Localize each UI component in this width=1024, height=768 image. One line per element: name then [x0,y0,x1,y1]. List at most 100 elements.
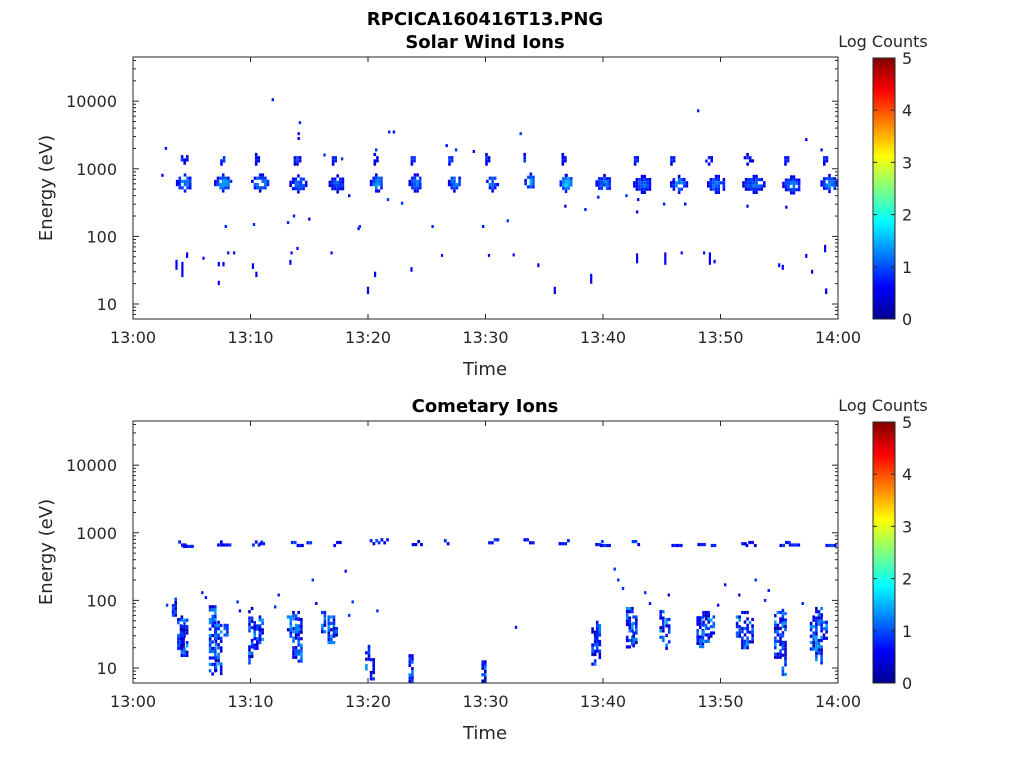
heatmap-cell [180,625,184,629]
heatmap-speckle [297,137,300,140]
heatmap-cell [699,616,702,620]
heatmap-speckle [298,121,302,125]
heatmap-cell [224,183,228,187]
heatmap-cell [559,180,563,184]
heatmap-cell [261,637,264,641]
heatmap-cell [665,633,668,638]
heatmap-cell [529,175,533,179]
heatmap-cell [704,623,708,627]
heatmap-cell [755,181,758,185]
heatmap-speckle [340,157,344,161]
heatmap-cell [722,178,726,182]
heatmap-cell [211,618,214,622]
heatmap-cell [699,622,702,626]
heatmap-cell [493,538,497,542]
heatmap-cell [631,629,634,633]
heatmap-cell [696,629,699,633]
heatmap-cell [297,183,300,188]
heatmap-speckle [754,578,757,582]
heatmap-cell [752,181,756,185]
heatmap-cell [704,626,708,631]
heatmap-cell [250,642,254,646]
heatmap-cell [784,644,787,648]
heatmap-cell [714,174,718,178]
heatmap-cell [784,612,787,616]
heatmap-cell [411,543,415,547]
heatmap-cell [300,637,303,641]
heatmap-cell [738,634,741,638]
heatmap-cell [372,667,375,671]
y-tick-label: 1000 [76,160,117,179]
heatmap-cell [226,633,229,637]
heatmap-cell [296,156,299,160]
heatmap-cell [707,156,711,160]
heatmap-cell [323,610,327,615]
heatmap-cell [675,184,678,188]
heatmap-cell [481,673,484,677]
heatmap-speckle [724,583,727,587]
heatmap-cell [336,174,339,178]
heatmap-cell [289,628,293,632]
heatmap-cell [797,184,801,189]
heatmap-cell [704,610,708,615]
heatmap-cell [369,677,373,681]
heatmap-cell [674,543,677,548]
heatmap-cell [591,662,594,666]
heatmap-cell [532,182,535,186]
heatmap-speckle [644,591,647,595]
heatmap-cell [646,187,649,191]
colorbar-tick-label: 1 [902,622,912,641]
heatmap-cell [608,177,611,181]
heatmap-cell [779,649,782,653]
heatmap-cell [640,178,644,182]
heatmap-cell [292,639,295,643]
heatmap-cell [188,176,192,180]
heatmap-cell [365,657,368,661]
heatmap-cell [746,646,749,650]
heatmap-cell [289,625,293,629]
heatmap-cell [746,626,749,631]
heatmap-cell [701,641,705,645]
heatmap-cell [712,178,715,182]
heatmap-cell [180,618,184,622]
figure-title: RPCICA160416T13.PNG [367,9,603,30]
heatmap-cell [376,159,379,163]
heatmap-cell [217,543,220,547]
heatmap-cell [526,538,529,542]
heatmap-cell [595,183,598,187]
heatmap-streak [512,253,515,257]
heatmap-cell [219,639,223,644]
heatmap-cell [250,654,254,659]
heatmap-cell [564,186,568,190]
heatmap-cell [680,181,683,185]
heatmap-cell [248,626,251,630]
heatmap-cell [484,663,487,667]
x-tick-label: 13:50 [697,328,743,347]
heatmap-cell [261,186,265,190]
heatmap-cell [784,663,787,667]
heatmap-cell [696,641,699,645]
heatmap-cell [330,641,333,645]
heatmap-cell [250,645,254,649]
heatmap-cell [372,661,375,665]
heatmap-cell [815,642,818,646]
heatmap-cell [790,188,793,192]
heatmap-cell [211,621,214,625]
heatmap-cell [558,542,562,546]
heatmap-cell [258,634,262,638]
heatmap-cell [171,613,175,617]
heatmap-cell [776,630,780,634]
heatmap-cell [383,541,387,545]
heatmap-cell [625,645,629,649]
heatmap-cell [365,651,368,655]
heatmap-cell [258,615,262,619]
heatmap-cell [809,625,813,629]
heatmap-cell [743,646,747,650]
heatmap-speckle [308,217,311,221]
heatmap-cell [294,614,298,618]
heatmap-cell [217,659,220,663]
heatmap-cell [450,186,454,190]
heatmap-cell [817,616,821,620]
heatmap-cell [744,187,748,191]
heatmap-cell [751,640,754,644]
